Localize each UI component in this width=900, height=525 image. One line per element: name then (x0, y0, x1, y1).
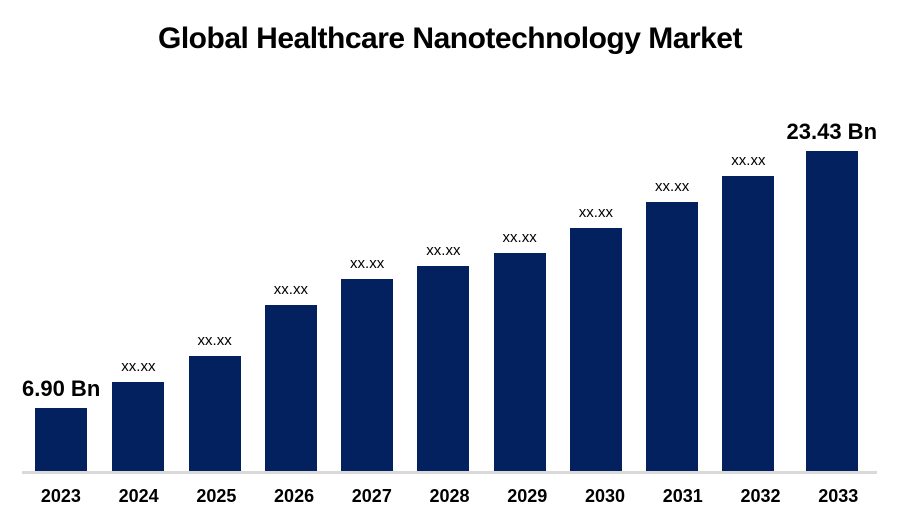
bar-column: 6.90 Bn (22, 111, 100, 471)
bar (417, 266, 470, 471)
bar-value-label: xx.xx (655, 177, 690, 195)
bar (341, 279, 394, 471)
x-axis-line (22, 471, 877, 474)
bar-value-label: 6.90 Bn (22, 375, 101, 401)
bar-column: xx.xx (710, 111, 786, 471)
bar-column: 23.43 Bn (786, 111, 878, 471)
x-axis-label: 2030 (584, 486, 626, 506)
bar (35, 408, 88, 471)
chart-title: Global Healthcare Nanotechnology Market (158, 22, 742, 55)
bar (493, 253, 546, 471)
x-axis-label: 2032 (740, 486, 781, 506)
x-axis-labels: 2023 2024 2025 2026 2027 2028 2029 2030 2031 2032… (22, 486, 877, 507)
bar-value-label: xx.xx (350, 254, 385, 272)
bar-value-label: xx.xx (121, 357, 156, 375)
bar-value-label: 23.43 Bn (786, 118, 878, 144)
x-axis-label: 2028 (429, 486, 470, 506)
bar-value-label: xx.xx (197, 331, 232, 349)
bar-value-label: xx.xx (578, 203, 613, 221)
bar-value-label: xx.xx (502, 228, 537, 246)
x-axis-label: 2031 (662, 486, 703, 506)
bar (646, 202, 699, 471)
bar-value-label: xx.xx (426, 241, 461, 259)
bar-column: xx.xx (405, 111, 481, 471)
bar (569, 228, 622, 471)
bar (112, 382, 165, 471)
bar-value-label: xx.xx (731, 151, 766, 169)
bar-column: xx.xx (482, 111, 558, 471)
x-axis-label: 2029 (507, 486, 548, 506)
bar (722, 176, 775, 471)
x-axis-label: 2027 (351, 486, 392, 506)
bar-column: xx.xx (253, 111, 329, 471)
x-axis-label: 2024 (118, 486, 159, 506)
x-axis-label: 2025 (196, 486, 237, 506)
bar-column: xx.xx (558, 111, 634, 471)
bar (188, 356, 241, 471)
bar-column: xx.xx (329, 111, 405, 471)
x-axis-label: 2033 (818, 486, 859, 506)
bar-column: xx.xx (634, 111, 710, 471)
bar-column: xx.xx (177, 111, 253, 471)
x-axis-label: 2026 (274, 486, 315, 506)
x-axis-label: 2023 (40, 486, 81, 506)
bar-value-label: xx.xx (273, 280, 308, 298)
bar (264, 305, 317, 471)
bar (805, 151, 858, 471)
bar-column: xx.xx (100, 111, 176, 471)
plot-area: 6.90 Bn xx.xx xx.xx xx.xx xx.xx xx.xx xx.xx xx.… (22, 111, 877, 471)
